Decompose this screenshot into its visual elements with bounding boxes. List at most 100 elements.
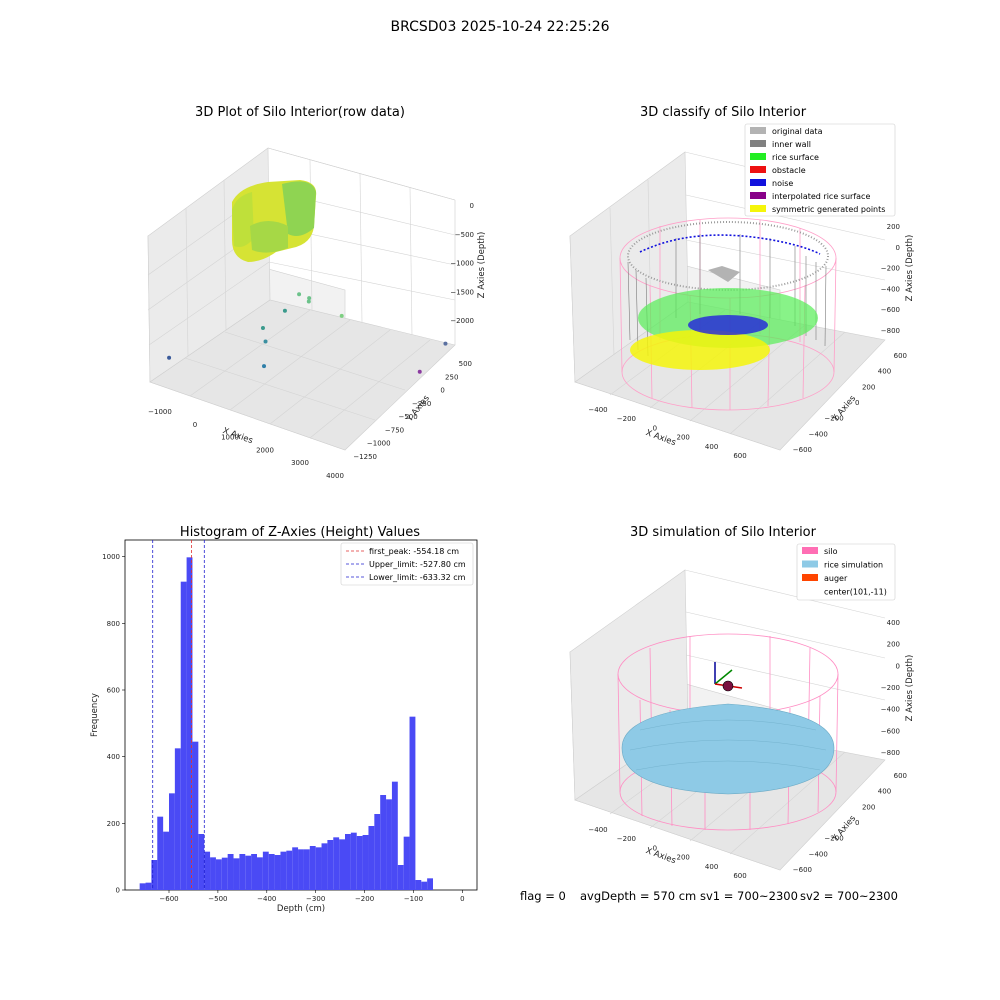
simulation-z-ticks: 400 200 0 −200 −400 −600 −800 bbox=[881, 619, 900, 757]
simulation-3d-panel: 3D simulation of Silo Interior silo bbox=[569, 525, 915, 880]
histogram-bar bbox=[198, 834, 205, 890]
histogram-legend-items: first_peak: -554.18 cm Upper_limit: -527.… bbox=[346, 547, 466, 582]
histogram-bar bbox=[233, 858, 240, 890]
histogram-y-axis-label: Frequency bbox=[90, 693, 100, 737]
status-sv2: sv2 = 700~2300 bbox=[800, 889, 898, 903]
simulation-y-tick-label: −200 bbox=[824, 835, 843, 843]
classify-legend-swatch bbox=[750, 127, 766, 134]
histogram-panel: Histogram of Z-Axies (Height) Values −60… bbox=[90, 525, 478, 914]
raw-outlier-point bbox=[260, 326, 265, 331]
raw-x-tick-label: 4000 bbox=[326, 472, 344, 480]
classify-x-tick-label: 200 bbox=[677, 434, 690, 442]
histogram-bar bbox=[145, 882, 152, 890]
histogram-bar bbox=[368, 826, 375, 890]
raw-y-tick-label: 500 bbox=[459, 360, 472, 368]
histogram-vlines bbox=[152, 540, 205, 890]
classify-legend-items: original data inner wall rice surface obsta… bbox=[750, 127, 885, 214]
simulation-x-tick-label: −400 bbox=[588, 826, 607, 834]
raw-outlier-point bbox=[263, 339, 268, 344]
histogram-legend-label: first_peak: -554.18 cm bbox=[369, 547, 459, 556]
classify-y-tick-label: 0 bbox=[855, 399, 859, 407]
classify-legend-label: noise bbox=[772, 179, 793, 188]
classify-legend-swatch bbox=[750, 153, 766, 160]
raw-outlier-point bbox=[262, 364, 267, 369]
raw-z-ticks: 0 −500 −1000 −1500 −2000 bbox=[450, 202, 474, 325]
histogram-x-ticks: −600 −500 −400 −300 −200 −100 0 bbox=[159, 890, 465, 903]
histogram-bar bbox=[239, 854, 246, 890]
histogram-bar bbox=[221, 857, 228, 890]
simulation-x-tick-label: 400 bbox=[705, 863, 718, 871]
classify-z-tick-label: −200 bbox=[881, 265, 900, 273]
raw-z-axis-label: Z Axies (Depth) bbox=[477, 232, 487, 299]
classify-x-tick-label: 400 bbox=[705, 443, 718, 451]
raw-outlier-point bbox=[443, 341, 448, 346]
histogram-bar bbox=[251, 854, 257, 890]
histogram-y-tick-label: 0 bbox=[116, 887, 120, 895]
histogram-bar bbox=[274, 855, 281, 890]
raw-y-tick-label: −500 bbox=[398, 413, 417, 421]
raw-y-tick-label: 0 bbox=[440, 387, 444, 395]
histogram-bar bbox=[139, 883, 146, 890]
histogram-x-tick-label: −500 bbox=[208, 895, 227, 903]
histogram-x-tick-label: −600 bbox=[159, 895, 178, 903]
simulation-z-axis-label: Z Axies (Depth) bbox=[905, 655, 915, 722]
histogram-bar bbox=[339, 839, 345, 890]
simulation-legend bbox=[796, 543, 896, 601]
histogram-bar bbox=[409, 716, 416, 890]
raw-outlier-point bbox=[307, 296, 312, 301]
simulation-x-tick-label: −200 bbox=[617, 835, 636, 843]
raw-data-3d-panel: 3D Plot of Silo Interior(row data) −1000 bbox=[147, 105, 487, 480]
classify-z-tick-label: 0 bbox=[896, 244, 900, 252]
simulation-legend-swatch bbox=[802, 560, 818, 568]
histogram-bar bbox=[245, 855, 252, 890]
histogram-bar bbox=[204, 851, 211, 890]
histogram-bar bbox=[174, 748, 181, 890]
simulation-y-tick-label: −400 bbox=[809, 850, 828, 858]
simulation-x-tick-label: 200 bbox=[677, 854, 690, 862]
simulation-z-tick-label: −800 bbox=[881, 749, 900, 757]
simulation-legend-swatch bbox=[802, 574, 818, 581]
raw-y-axis-label: Y Axies bbox=[404, 393, 432, 425]
simulation-legend-swatch bbox=[802, 547, 818, 554]
simulation-z-tick-label: −200 bbox=[881, 684, 900, 692]
histogram-x-tick-label: −100 bbox=[404, 895, 423, 903]
raw-outlier-point bbox=[282, 308, 287, 313]
raw-x-ticks: −1000 0 1000 2000 3000 4000 bbox=[148, 408, 344, 480]
simulation-legend-label: silo bbox=[824, 547, 838, 556]
raw-x-tick-label: 1000 bbox=[221, 434, 239, 442]
raw-outlier-points bbox=[167, 292, 448, 374]
histogram-bar bbox=[309, 846, 316, 890]
histogram-bar bbox=[262, 851, 269, 890]
histogram-bar bbox=[386, 799, 392, 890]
histogram-bar bbox=[157, 816, 164, 890]
histogram-bar bbox=[298, 849, 304, 890]
histogram-bar bbox=[163, 831, 169, 890]
histogram-bar bbox=[315, 847, 322, 890]
classify-z-tick-label: −600 bbox=[881, 306, 900, 314]
histogram-bar bbox=[415, 880, 422, 890]
classify-z-axis-label: Z Axies (Depth) bbox=[905, 235, 915, 302]
simulation-panel-title: 3D simulation of Silo Interior bbox=[630, 525, 817, 540]
simulation-x-axis-label: X Axies bbox=[644, 846, 677, 866]
histogram-bar bbox=[427, 878, 433, 890]
raw-point-cloud bbox=[232, 180, 317, 262]
histogram-y-ticks: 0 200 400 600 800 1000 bbox=[102, 553, 125, 895]
raw-outlier-point bbox=[417, 369, 422, 374]
classify-legend-swatch bbox=[750, 179, 766, 186]
histogram-y-tick-label: 400 bbox=[107, 753, 120, 761]
simulation-legend-label: center(101,-11) bbox=[824, 588, 887, 597]
simulation-y-tick-label: 400 bbox=[878, 788, 891, 796]
histogram-bar bbox=[169, 793, 175, 890]
histogram-y-tick-label: 800 bbox=[107, 620, 120, 628]
histogram-y-tick-label: 1000 bbox=[102, 553, 120, 561]
histogram-bar bbox=[362, 835, 369, 890]
simulation-legend-label: auger bbox=[824, 574, 848, 583]
raw-y-tick-label: −750 bbox=[385, 426, 404, 434]
raw-x-axis-label: X Axies bbox=[221, 426, 254, 446]
classify-legend-swatch bbox=[750, 205, 766, 212]
simulation-legend-label: rice simulation bbox=[824, 561, 883, 570]
classify-legend-label: symmetric generated points bbox=[772, 205, 885, 214]
